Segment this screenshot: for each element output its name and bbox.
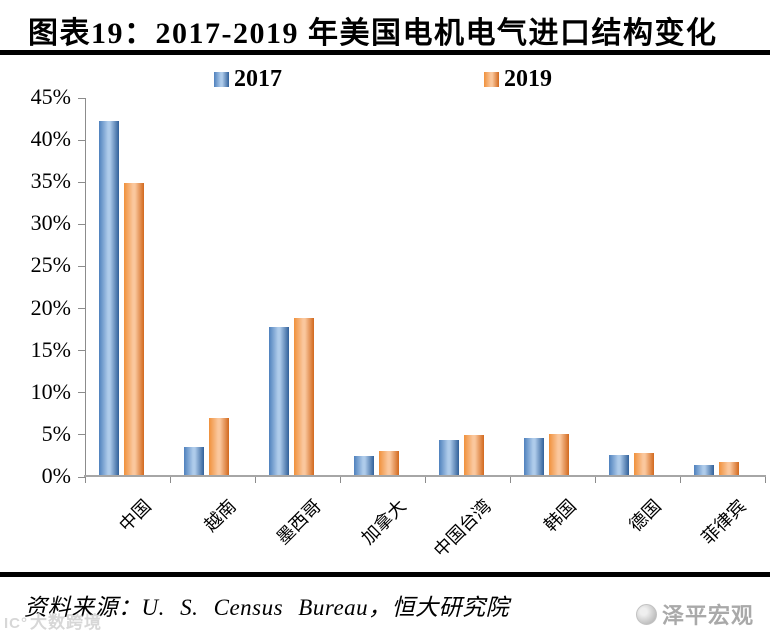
y-axis-tick	[78, 350, 85, 352]
x-axis-line	[84, 475, 766, 477]
y-axis-line	[85, 98, 86, 477]
legend-swatch-2019	[484, 71, 499, 87]
bar-chart-plot-area: 0% 5% 10% 15% 20% 25% 30% 35% 40% 45% 中国 越南 墨西哥 加拿大 中国…	[31, 85, 766, 561]
y-axis-tick	[78, 476, 85, 478]
title-divider	[0, 50, 770, 55]
legend-item-2017: 2017	[214, 66, 282, 92]
bar-2019-中国	[124, 182, 144, 475]
bar-2019-德国	[634, 453, 654, 475]
x-axis-tick	[510, 477, 511, 483]
x-axis-tick	[170, 477, 171, 483]
x-axis-tick	[680, 477, 681, 483]
legend-item-2019: 2019	[484, 66, 552, 92]
page-title: 图表19：2017-2019 年美国电机电气进口结构变化	[28, 17, 718, 50]
y-axis-tick	[78, 434, 85, 436]
watermark: IC° 大数跨境	[4, 608, 102, 633]
bar-2017-加拿大	[354, 456, 374, 475]
y-axis-label: 45%	[30, 84, 71, 109]
y-axis-label: 20%	[30, 294, 71, 320]
watermark-icon: IC°	[4, 615, 28, 632]
legend-swatch-2017	[214, 71, 229, 87]
bar-2019-中国台湾	[464, 435, 484, 475]
y-axis-tick	[78, 223, 85, 225]
x-axis-tick	[255, 477, 256, 483]
brand-logo: 泽平宏观	[636, 598, 754, 630]
bar-2019-菲律宾	[719, 462, 739, 475]
y-axis-tick	[78, 139, 85, 141]
bar-2017-越南	[184, 447, 204, 475]
y-axis-label: 40%	[30, 126, 71, 152]
bar-2017-中国台湾	[439, 439, 459, 475]
bar-2019-韩国	[549, 433, 569, 475]
x-axis-tick	[340, 477, 341, 483]
y-axis-label: 25%	[30, 252, 71, 278]
y-axis-label: 35%	[30, 168, 71, 194]
bar-2017-韩国	[524, 437, 544, 475]
y-axis-tick	[78, 181, 85, 183]
y-axis-tick	[78, 265, 85, 267]
y-axis-label: 30%	[30, 210, 71, 236]
y-axis-label: 15%	[30, 336, 71, 362]
legend-label-2019: 2019	[504, 66, 552, 92]
watermark-text: 大数跨境	[30, 613, 102, 632]
brand-circle-icon	[636, 603, 657, 625]
y-axis-label: 5%	[41, 420, 71, 446]
y-axis-tick	[78, 392, 85, 394]
y-axis-tick	[78, 97, 85, 99]
bar-2017-德国	[609, 454, 629, 475]
bar-2017-墨西哥	[269, 326, 289, 475]
footer-divider	[0, 572, 770, 577]
x-axis-tick	[425, 477, 426, 483]
bar-2019-加拿大	[379, 451, 399, 475]
chart-legend: 2017 2019	[0, 66, 770, 92]
brand-text: 泽平宏观	[662, 603, 755, 628]
y-axis-label: 10%	[30, 378, 71, 404]
x-axis-tick	[595, 477, 596, 483]
bar-2017-中国	[99, 121, 119, 475]
x-axis-tick	[765, 477, 766, 483]
legend-label-2017: 2017	[234, 66, 282, 92]
bar-2019-越南	[209, 417, 229, 475]
y-axis-label: 0%	[41, 463, 71, 488]
source-text: 资料来源：U. S. Census Bureau，恒大研究院	[24, 595, 510, 620]
bar-2017-菲律宾	[694, 464, 714, 475]
x-axis-tick	[85, 477, 86, 483]
bar-2019-墨西哥	[294, 317, 314, 475]
y-axis-tick	[78, 308, 85, 310]
